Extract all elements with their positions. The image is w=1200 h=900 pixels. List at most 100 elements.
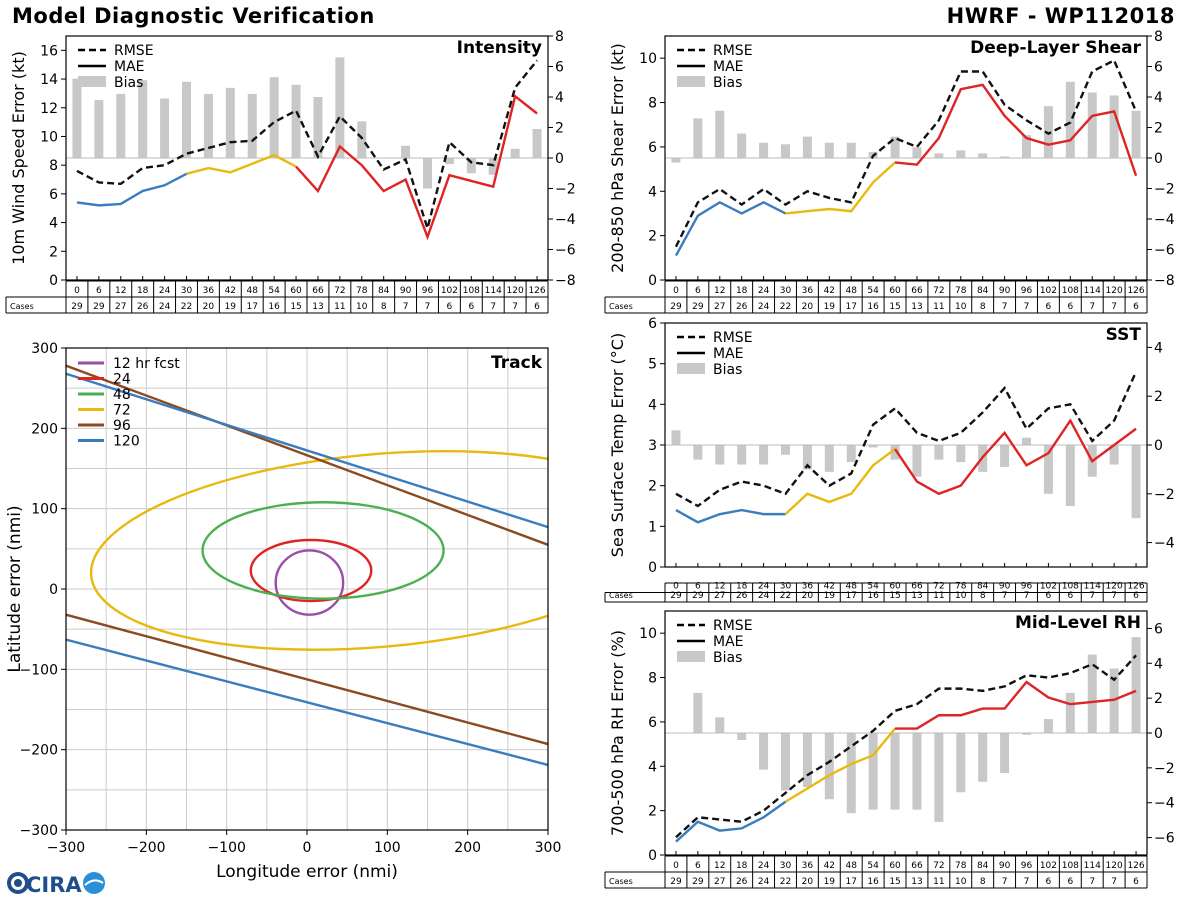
- bias-bar: [956, 733, 966, 793]
- y2-tick-label: 0: [555, 151, 564, 167]
- y-tick-label: 10: [639, 626, 657, 642]
- forecast-hour-label: 84: [977, 861, 989, 871]
- forecast-hour-label: 78: [955, 286, 967, 296]
- bias-bar: [715, 110, 725, 158]
- mae-line: [785, 161, 896, 215]
- forecast-hour-label: 30: [780, 286, 792, 296]
- bias-bar: [466, 158, 476, 174]
- case-count-label: 11: [933, 302, 944, 312]
- forecast-hour-label: 54: [867, 582, 879, 592]
- legend-bias-swatch: [677, 651, 705, 662]
- case-count-label: 7: [1024, 302, 1030, 312]
- forecast-hour-label: 12: [714, 286, 725, 296]
- bias-bar: [846, 445, 856, 463]
- x-tick-label: 100: [374, 840, 401, 856]
- case-count-label: 27: [714, 877, 725, 887]
- x-tick-label: 0: [303, 840, 312, 856]
- case-count-label: 29: [71, 302, 83, 312]
- y2-tick-label: −2: [1154, 487, 1175, 503]
- page-title: Model Diagnostic Verification: [12, 4, 375, 28]
- case-count-label: 13: [312, 302, 323, 312]
- forecast-hour-label: 60: [290, 286, 302, 296]
- forecast-hour-label: 126: [528, 286, 545, 296]
- y-tick-label: −100: [20, 662, 58, 678]
- case-count-label: 15: [889, 877, 900, 887]
- forecast-hour-label: 66: [312, 286, 324, 296]
- forecast-hour-label: 72: [334, 286, 345, 296]
- case-count-label: 20: [802, 877, 814, 887]
- bias-bar: [890, 445, 900, 460]
- case-count-label: 11: [933, 877, 944, 887]
- x-tick-label: 300: [535, 840, 562, 856]
- legend-mae-label: MAE: [713, 634, 744, 650]
- y2-tick-label: −2: [555, 182, 576, 198]
- panel-title: SST: [1106, 325, 1142, 345]
- forecast-hour-label: 24: [159, 286, 171, 296]
- forecast-hour-label: 114: [485, 286, 502, 296]
- forecast-hour-label: 72: [933, 582, 944, 592]
- forecast-hour-label: 114: [1084, 582, 1101, 592]
- case-count-label: 27: [115, 302, 126, 312]
- bias-bar: [824, 733, 834, 800]
- y2-tick-label: 6: [1154, 621, 1163, 637]
- y-tick-label: 8: [49, 158, 58, 174]
- case-count-label: 19: [824, 302, 836, 312]
- forecast-hour-label: 78: [955, 582, 967, 592]
- forecast-hour-label: 48: [846, 861, 858, 871]
- cira-logo-icon: CIRA: [7, 872, 105, 897]
- case-count-label: 16: [268, 302, 280, 312]
- bias-bar: [138, 80, 148, 158]
- case-count-label: 6: [1067, 591, 1073, 601]
- case-count-label: 29: [670, 877, 682, 887]
- bias-bar: [313, 97, 323, 158]
- legend-label: 72: [113, 403, 131, 419]
- case-count-label: 16: [867, 877, 879, 887]
- case-count-label: 17: [846, 302, 857, 312]
- case-count-label: 10: [356, 302, 368, 312]
- bias-bar: [759, 142, 769, 158]
- error-ellipse: [274, 549, 345, 616]
- case-count-label: 7: [512, 302, 518, 312]
- case-count-label: 10: [955, 302, 967, 312]
- forecast-hour-label: 84: [378, 286, 390, 296]
- legend-bias-swatch: [677, 76, 705, 87]
- forecast-hour-label: 6: [695, 861, 701, 871]
- bias-bar: [956, 150, 966, 158]
- bias-bar: [781, 445, 790, 455]
- forecast-hour-label: 96: [422, 286, 434, 296]
- y2-tick-label: 2: [1154, 121, 1163, 137]
- case-count-label: 15: [889, 591, 900, 601]
- logo-text: CIRA: [26, 873, 82, 897]
- bias-bar: [1000, 445, 1010, 467]
- error-boundary-line: [66, 638, 548, 767]
- y-tick-label: 8: [648, 671, 657, 687]
- case-count-label: 16: [867, 591, 879, 601]
- forecast-hour-label: 78: [356, 286, 368, 296]
- mae-line: [674, 200, 787, 257]
- bias-bar: [737, 733, 747, 740]
- case-count-label: 7: [1111, 591, 1117, 601]
- case-count-label: 22: [181, 302, 192, 312]
- y2-tick-label: −6: [555, 243, 576, 259]
- error-boundary-line: [66, 372, 548, 529]
- bias-bar: [737, 133, 747, 158]
- y-tick-label: 12: [40, 101, 58, 117]
- panel-title: Mid-Level RH: [1015, 613, 1141, 633]
- forecast-hour-label: 18: [736, 286, 748, 296]
- bias-bar: [1087, 654, 1097, 733]
- forecast-hour-label: 96: [1021, 582, 1033, 592]
- forecast-hour-label: 102: [441, 286, 458, 296]
- case-count-label: 6: [1046, 591, 1052, 601]
- bias-bar: [781, 733, 790, 791]
- bias-bar: [934, 733, 944, 822]
- bias-bar: [401, 145, 411, 158]
- bias-bar: [247, 93, 257, 158]
- bias-bar: [116, 93, 126, 158]
- case-count-label: 26: [137, 302, 149, 312]
- legend-bias-swatch: [78, 76, 106, 87]
- legend-mae-label: MAE: [713, 59, 744, 75]
- cases-label: Cases: [10, 302, 34, 311]
- case-count-label: 7: [1111, 302, 1117, 312]
- case-count-label: 22: [780, 302, 791, 312]
- mae-line: [186, 153, 297, 175]
